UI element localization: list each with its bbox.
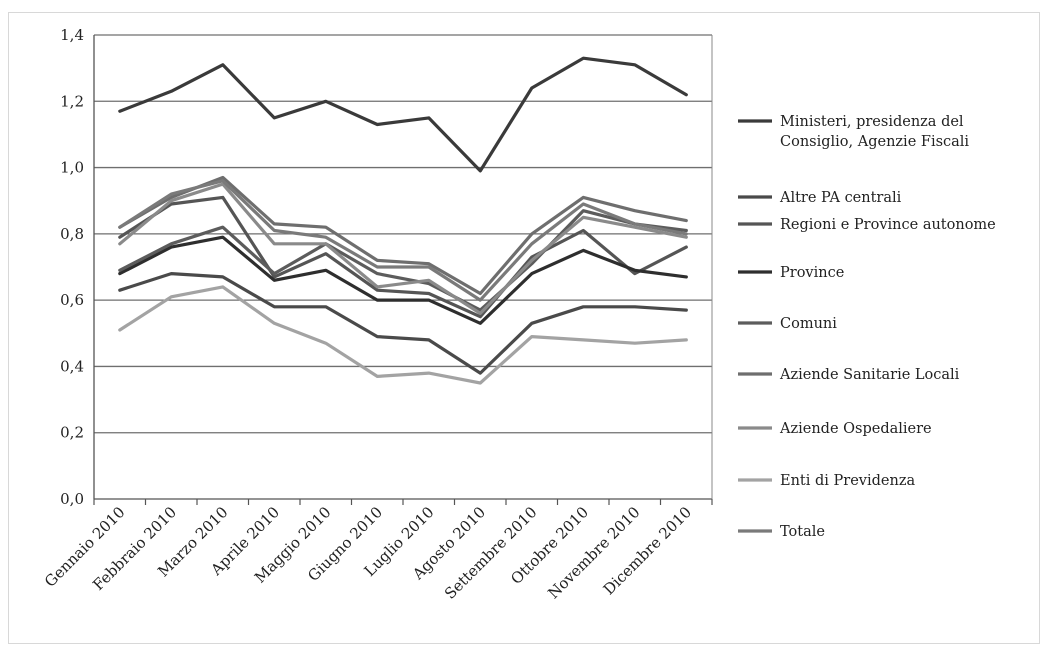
legend: Ministeri, presidenza del Consiglio, Agen… [738, 114, 996, 540]
series-line [118, 175, 688, 296]
series-line [118, 285, 688, 385]
gridlines [94, 34, 712, 434]
y-axis-ticks: 0,0 0,2 0,4 0,6 0,8 1,0 1,2 1,4 [60, 26, 84, 508]
series-line [118, 195, 688, 319]
series-line [118, 182, 688, 315]
legend-label: Regioni e Province autonome [780, 217, 996, 233]
legend-label: Totale [780, 524, 825, 540]
series-line [118, 56, 688, 173]
x-tick-label: Settembre 2010 [441, 503, 541, 603]
y-tick-label: 0,8 [60, 225, 84, 243]
series-line [118, 272, 688, 375]
legend-label: Aziende Sanitarie Locali [779, 367, 960, 383]
y-tick-label: 1,4 [60, 26, 84, 44]
legend-label: Ministeri, presidenza del Consiglio, Agen… [780, 114, 969, 150]
legend-label: Comuni [780, 316, 837, 332]
series-line [118, 209, 688, 312]
series-line [118, 179, 688, 302]
series-lines [118, 56, 688, 385]
legend-label: Province [780, 265, 844, 281]
legend-label: Altre PA centrali [779, 190, 902, 206]
y-tick-label: 0,4 [60, 357, 84, 375]
y-tick-label: 0,0 [60, 490, 84, 508]
chart-frame [8, 12, 1040, 644]
y-tick-label: 0,6 [60, 291, 84, 309]
y-tick-label: 1,0 [60, 159, 84, 177]
axes [93, 35, 713, 505]
legend-label: Enti di Previdenza [780, 473, 915, 489]
y-tick-label: 1,2 [60, 92, 84, 110]
x-tick-label: Novembre 2010 [544, 503, 643, 602]
x-tick-label: Dicembre 2010 [600, 503, 695, 598]
y-tick-label: 0,2 [60, 424, 84, 442]
series-line [118, 235, 688, 325]
legend-label: Aziende Ospedaliere [779, 421, 932, 437]
